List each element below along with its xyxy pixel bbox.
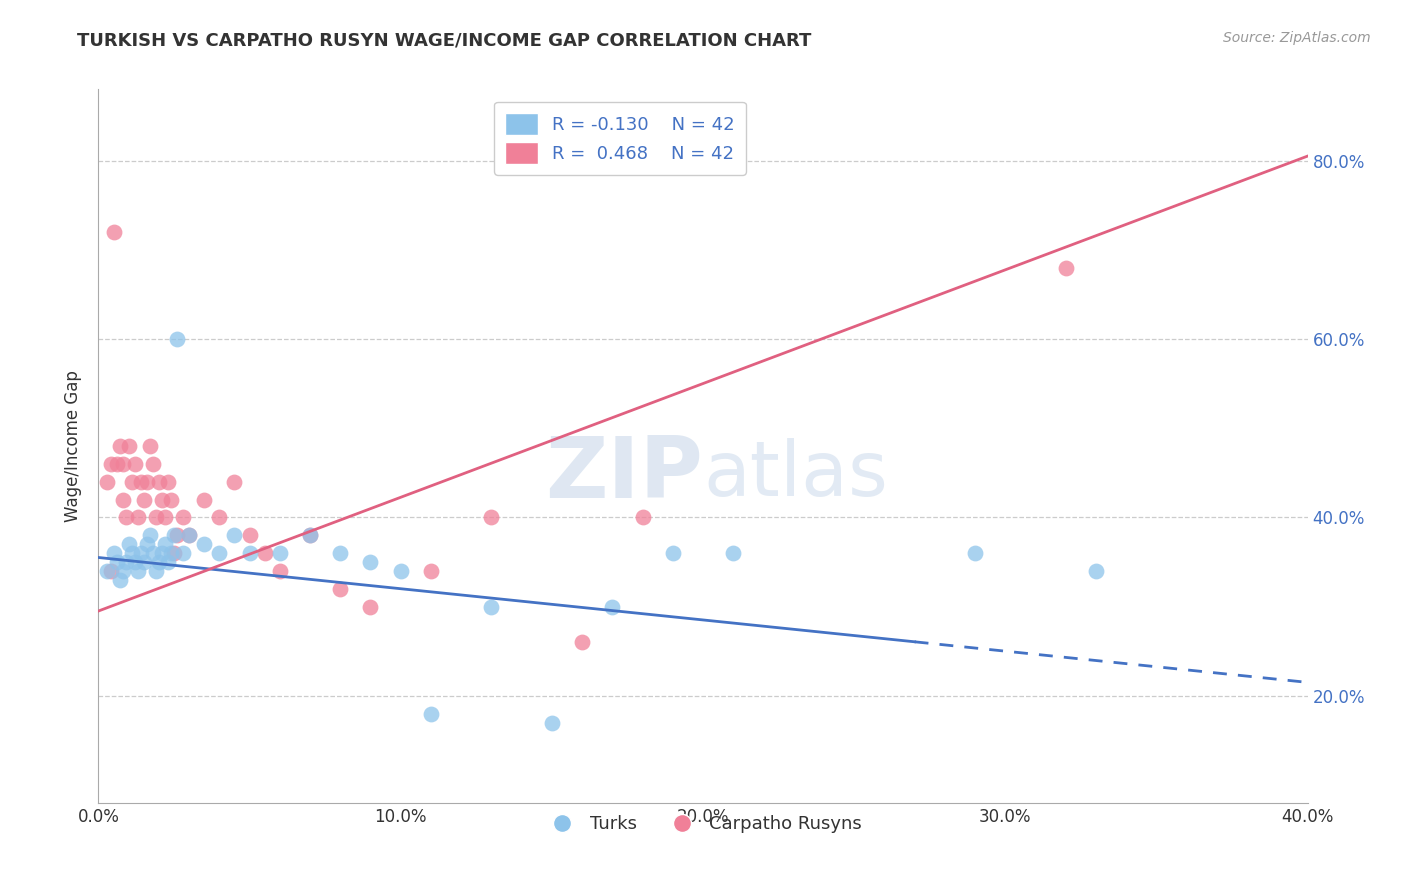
Point xyxy=(142,457,165,471)
Point xyxy=(329,582,352,596)
Point xyxy=(129,546,152,560)
Point xyxy=(111,564,134,578)
Point xyxy=(193,492,215,507)
Point xyxy=(193,537,215,551)
Point xyxy=(150,492,173,507)
Point xyxy=(631,510,654,524)
Point xyxy=(124,457,146,471)
Point xyxy=(208,510,231,524)
Point xyxy=(156,475,179,489)
Point xyxy=(118,537,141,551)
Point xyxy=(135,537,157,551)
Point xyxy=(1085,564,1108,578)
Point xyxy=(121,475,143,489)
Point xyxy=(160,492,183,507)
Point xyxy=(153,537,176,551)
Point xyxy=(121,546,143,560)
Point xyxy=(179,528,201,542)
Point xyxy=(127,564,149,578)
Point xyxy=(105,555,128,569)
Point xyxy=(118,439,141,453)
Point xyxy=(132,492,155,507)
Point xyxy=(148,475,170,489)
Point xyxy=(114,510,136,524)
Point xyxy=(139,528,162,542)
Point xyxy=(100,457,122,471)
Point xyxy=(129,475,152,489)
Point xyxy=(299,528,322,542)
Point xyxy=(239,528,262,542)
Point xyxy=(103,225,125,239)
Point xyxy=(105,457,128,471)
Point xyxy=(253,546,276,560)
Point xyxy=(163,546,186,560)
Point xyxy=(124,555,146,569)
Point xyxy=(481,599,503,614)
Point xyxy=(571,635,593,649)
Point xyxy=(100,564,122,578)
Point xyxy=(179,528,201,542)
Point xyxy=(602,599,624,614)
Point xyxy=(142,546,165,560)
Text: atlas: atlas xyxy=(703,438,887,511)
Point xyxy=(481,510,503,524)
Point xyxy=(965,546,987,560)
Point xyxy=(108,439,131,453)
Point xyxy=(389,564,412,578)
Point xyxy=(661,546,683,560)
Point xyxy=(114,555,136,569)
Point xyxy=(420,564,443,578)
Point xyxy=(148,555,170,569)
Point xyxy=(111,457,134,471)
Text: ZIP: ZIP xyxy=(546,433,703,516)
Y-axis label: Wage/Income Gap: Wage/Income Gap xyxy=(65,370,83,522)
Legend: Turks, Carpatho Rusyns: Turks, Carpatho Rusyns xyxy=(537,808,869,840)
Point xyxy=(103,546,125,560)
Text: TURKISH VS CARPATHO RUSYN WAGE/INCOME GAP CORRELATION CHART: TURKISH VS CARPATHO RUSYN WAGE/INCOME GA… xyxy=(77,31,811,49)
Point xyxy=(166,332,188,346)
Point xyxy=(723,546,745,560)
Point xyxy=(329,546,352,560)
Point xyxy=(145,564,167,578)
Point xyxy=(299,528,322,542)
Point xyxy=(269,546,291,560)
Point xyxy=(160,546,183,560)
Point xyxy=(172,510,194,524)
Point xyxy=(1054,260,1077,275)
Point xyxy=(540,715,562,730)
Point xyxy=(139,439,162,453)
Point xyxy=(108,573,131,587)
Point xyxy=(420,706,443,721)
Point xyxy=(269,564,291,578)
Point xyxy=(127,510,149,524)
Point xyxy=(145,510,167,524)
Text: Source: ZipAtlas.com: Source: ZipAtlas.com xyxy=(1223,31,1371,45)
Point xyxy=(360,555,382,569)
Point xyxy=(224,475,246,489)
Point xyxy=(111,492,134,507)
Point xyxy=(208,546,231,560)
Point xyxy=(132,555,155,569)
Point xyxy=(150,546,173,560)
Point xyxy=(163,528,186,542)
Point xyxy=(172,546,194,560)
Point xyxy=(96,564,118,578)
Point xyxy=(360,599,382,614)
Point xyxy=(156,555,179,569)
Point xyxy=(96,475,118,489)
Point xyxy=(224,528,246,542)
Point xyxy=(153,510,176,524)
Point xyxy=(166,528,188,542)
Point xyxy=(239,546,262,560)
Point xyxy=(135,475,157,489)
